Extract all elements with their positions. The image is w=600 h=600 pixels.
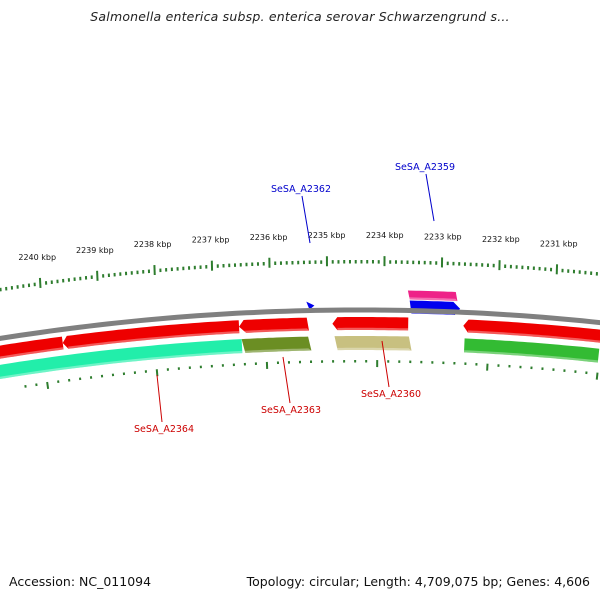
tick-label: 2238 kbp bbox=[134, 240, 172, 249]
tick-label: 2235 kbp bbox=[308, 231, 346, 240]
cds-SeSA_A2362 bbox=[306, 301, 315, 310]
gene-labels: SeSA_A2359 SeSA_A2362 SeSA_A2364 SeSA_A2363… bbox=[134, 162, 455, 435]
label-leaders bbox=[156, 173, 435, 423]
tick-label: 2239 kbp bbox=[76, 246, 114, 255]
cds-SeSA_A2363-red bbox=[239, 317, 309, 333]
inner-major-tick bbox=[595, 372, 599, 380]
tick-label: 2233 kbp bbox=[424, 232, 462, 241]
backbone-arc bbox=[0, 307, 600, 341]
topology-text: Topology: circular; Length: 4,709,075 bp… bbox=[246, 574, 590, 589]
cds-green-right bbox=[464, 338, 600, 363]
leader-line bbox=[425, 173, 435, 222]
cds-SeSA_A2364-red bbox=[62, 320, 240, 349]
cds-SeSA_A2360-red bbox=[332, 317, 409, 331]
cds-SeSA_A2364-aqua bbox=[0, 339, 243, 380]
tick-label: 2236 kbp bbox=[250, 233, 288, 242]
outer-major-tick bbox=[38, 277, 42, 288]
gene-label-sesa_a2364: SeSA_A2364 bbox=[134, 424, 194, 435]
gene-label-sesa_a2359: SeSA_A2359 bbox=[395, 162, 455, 173]
leader-line bbox=[301, 195, 311, 244]
tick-labels: 2240 kbp 2239 kbp 2238 kbp 2237 kbp 2236 kbp… bbox=[18, 231, 577, 262]
gene-label-sesa_a2362: SeSA_A2362 bbox=[271, 184, 331, 195]
cds-red-left bbox=[0, 336, 64, 359]
leader-line bbox=[156, 374, 163, 423]
tick-label: 2232 kbp bbox=[482, 235, 520, 244]
tick-label: 2237 kbp bbox=[192, 236, 230, 245]
tick-label: 2234 kbp bbox=[366, 231, 404, 240]
inner-tick-marks bbox=[24, 360, 599, 390]
outer-tick-marks bbox=[0, 256, 598, 292]
map-title: Salmonella enterica subsp. enterica sero… bbox=[90, 9, 510, 24]
cds-SeSA_A2359-magenta bbox=[407, 290, 458, 302]
feature-tracks bbox=[0, 290, 600, 380]
tick-label: 2231 kbp bbox=[540, 239, 578, 248]
tick-label: 2240 kbp bbox=[18, 253, 56, 262]
cds-SeSA_A2360-khaki bbox=[334, 336, 412, 351]
gene-label-sesa_a2363: SeSA_A2363 bbox=[261, 405, 321, 416]
inner-major-tick bbox=[46, 381, 50, 390]
cds-SeSA_A2363-olive bbox=[241, 336, 312, 353]
accession-text: Accession: NC_011094 bbox=[9, 574, 152, 589]
leader-line bbox=[282, 356, 291, 404]
gene-label-sesa_a2360: SeSA_A2360 bbox=[361, 389, 421, 400]
leader-line bbox=[381, 340, 390, 388]
cds-red-right bbox=[463, 319, 600, 343]
